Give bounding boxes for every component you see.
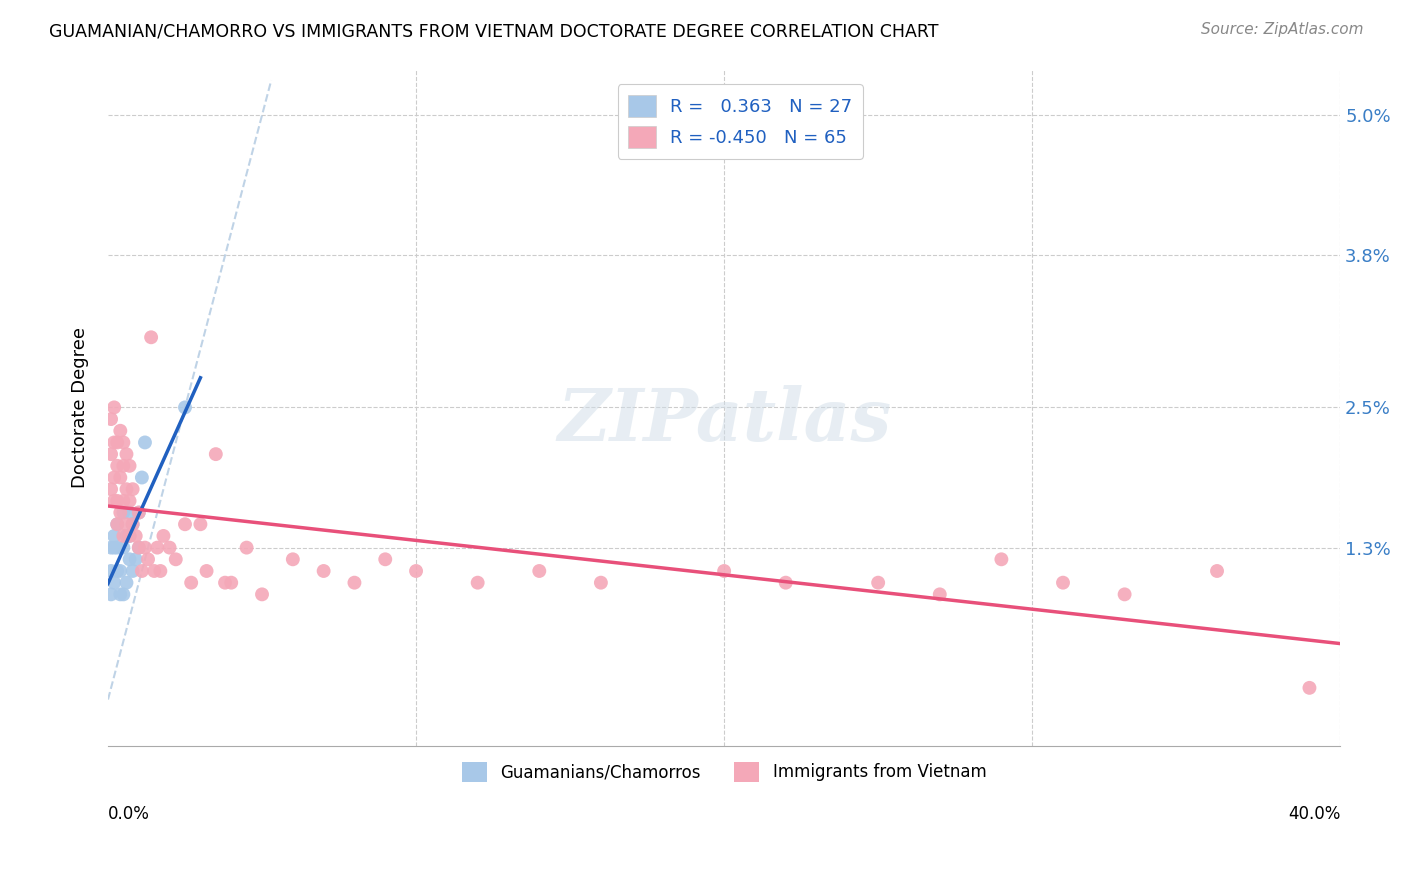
Point xyxy=(134,541,156,555)
Point xyxy=(128,541,150,555)
Point xyxy=(312,564,335,578)
Point xyxy=(115,517,138,532)
Point xyxy=(100,412,122,426)
Point xyxy=(100,447,122,461)
Point xyxy=(115,575,138,590)
Point xyxy=(103,470,125,484)
Point xyxy=(110,424,132,438)
Point xyxy=(281,552,304,566)
Text: ZIPatlas: ZIPatlas xyxy=(557,385,891,457)
Point xyxy=(235,541,257,555)
Point xyxy=(128,541,150,555)
Point xyxy=(112,541,135,555)
Point xyxy=(250,587,273,601)
Point xyxy=(118,552,141,566)
Point xyxy=(125,552,148,566)
Point xyxy=(121,517,143,532)
Text: Source: ZipAtlas.com: Source: ZipAtlas.com xyxy=(1201,22,1364,37)
Point xyxy=(529,564,551,578)
Point xyxy=(105,517,128,532)
Point xyxy=(112,529,135,543)
Point xyxy=(159,541,181,555)
Point xyxy=(131,564,153,578)
Point xyxy=(105,541,128,555)
Point xyxy=(118,494,141,508)
Point xyxy=(174,401,197,415)
Point xyxy=(105,517,128,532)
Point xyxy=(146,541,169,555)
Point xyxy=(136,552,159,566)
Point xyxy=(125,529,148,543)
Point xyxy=(121,482,143,496)
Text: 40.0%: 40.0% xyxy=(1288,805,1340,822)
Point xyxy=(131,470,153,484)
Point xyxy=(118,506,141,520)
Point xyxy=(128,506,150,520)
Point xyxy=(1052,575,1074,590)
Point xyxy=(1298,681,1320,695)
Point xyxy=(152,529,174,543)
Point xyxy=(105,458,128,473)
Point xyxy=(103,529,125,543)
Point xyxy=(100,587,122,601)
Point xyxy=(180,575,202,590)
Point xyxy=(195,564,218,578)
Point xyxy=(467,575,489,590)
Point xyxy=(128,506,150,520)
Point xyxy=(1114,587,1136,601)
Point xyxy=(149,564,172,578)
Point xyxy=(112,587,135,601)
Point xyxy=(868,575,890,590)
Point xyxy=(589,575,612,590)
Text: GUAMANIAN/CHAMORRO VS IMMIGRANTS FROM VIETNAM DOCTORATE DEGREE CORRELATION CHART: GUAMANIAN/CHAMORRO VS IMMIGRANTS FROM VI… xyxy=(49,22,939,40)
Point xyxy=(713,564,735,578)
Point xyxy=(103,435,125,450)
Legend: Guamanians/Chamorros, Immigrants from Vietnam: Guamanians/Chamorros, Immigrants from Vi… xyxy=(456,756,993,789)
Point xyxy=(100,482,122,496)
Point xyxy=(103,401,125,415)
Point xyxy=(121,564,143,578)
Point xyxy=(121,517,143,532)
Point xyxy=(343,575,366,590)
Point xyxy=(103,541,125,555)
Point xyxy=(990,552,1012,566)
Point xyxy=(103,575,125,590)
Point xyxy=(118,458,141,473)
Point xyxy=(139,330,162,344)
Point xyxy=(165,552,187,566)
Point xyxy=(115,482,138,496)
Point xyxy=(110,564,132,578)
Point xyxy=(105,435,128,450)
Point xyxy=(103,494,125,508)
Point xyxy=(143,564,166,578)
Point xyxy=(405,564,427,578)
Point xyxy=(214,575,236,590)
Y-axis label: Doctorate Degree: Doctorate Degree xyxy=(72,326,89,488)
Point xyxy=(105,494,128,508)
Point xyxy=(100,541,122,555)
Point xyxy=(1206,564,1229,578)
Point xyxy=(134,435,156,450)
Point xyxy=(112,506,135,520)
Point xyxy=(928,587,950,601)
Point xyxy=(204,447,226,461)
Point xyxy=(115,529,138,543)
Point xyxy=(374,552,396,566)
Point xyxy=(775,575,797,590)
Point xyxy=(190,517,212,532)
Point xyxy=(110,470,132,484)
Point xyxy=(100,564,122,578)
Point xyxy=(115,447,138,461)
Point xyxy=(118,529,141,543)
Point xyxy=(174,517,197,532)
Text: 0.0%: 0.0% xyxy=(108,805,150,822)
Point xyxy=(219,575,242,590)
Point xyxy=(110,506,132,520)
Point xyxy=(112,458,135,473)
Point xyxy=(112,494,135,508)
Point xyxy=(105,564,128,578)
Point xyxy=(110,587,132,601)
Point xyxy=(118,529,141,543)
Point xyxy=(112,435,135,450)
